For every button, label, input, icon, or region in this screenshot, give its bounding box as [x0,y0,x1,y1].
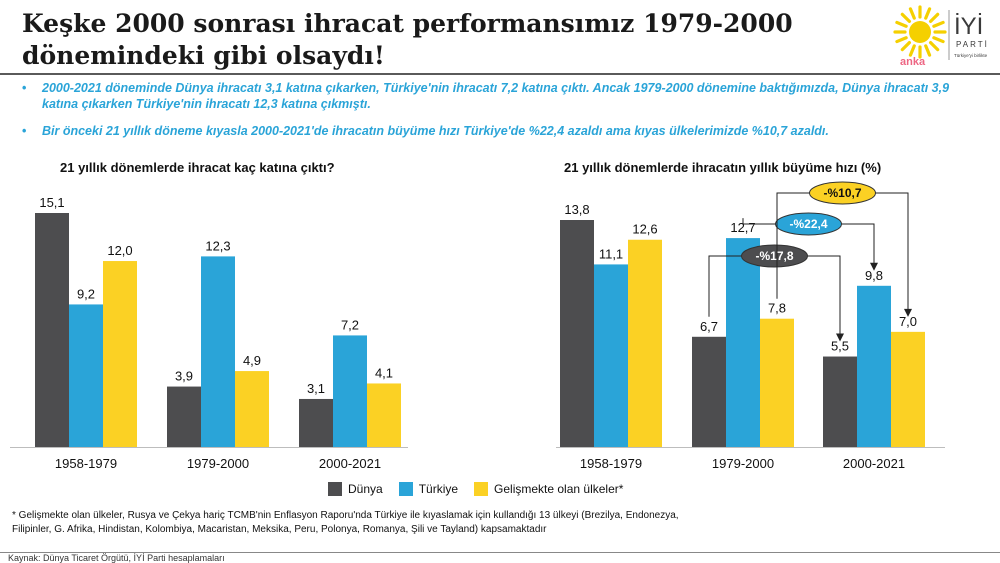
data-label: 3,9 [175,369,193,384]
legend-item-turkey: Türkiye [398,482,459,496]
sun-ray [929,41,940,52]
bar-gelismekte-olan-ulkeler-1958-1979 [628,239,662,447]
data-label: 3,1 [307,381,325,396]
footnote: * Gelişmekte olan ülkeler, Rusya ve Çeky… [12,510,679,535]
bar-gelismekte-olan-ulkeler-1958-1979 [103,261,137,447]
legend-label-emerging: Gelişmekte olan ülkeler* [494,482,624,496]
annotation-badge [809,181,876,205]
data-label: 6,7 [700,319,718,334]
category-label: 1979-2000 [712,456,774,471]
bar-charts: 15,1 9,2 12,0 1958-1979 3,9 12,3 4,9 1979-2000 3… [10,181,945,471]
bar-gelismekte-olan-ulkeler-2000-2021 [367,383,401,447]
bar-dunya-2000-2021 [823,356,857,447]
annotation-badge [775,212,842,236]
data-label: 7,2 [341,317,359,332]
arrowhead-icon [870,262,878,271]
annotation-label: -%22,4 [789,217,827,231]
annotation-label: -%10,7 [823,186,861,200]
logo-party-main: İYİ [954,13,983,40]
sun-ray [929,12,940,23]
data-label: 11,1 [599,246,623,261]
logo-tagline: Türkiye'yi birlikte [954,53,988,58]
legend: Dünya Türkiye Gelişmekte olan ülkeler* [328,482,639,496]
category-label: 1958-1979 [580,456,642,471]
data-label: 12,0 [107,243,132,258]
bar-dunya-1958-1979 [560,220,594,447]
logo-party-sub: PARTİ [956,40,989,49]
legend-swatch-emerging [474,482,489,496]
chart-left-title: 21 yıllık dönemlerde ihracat kaç katına … [60,160,335,175]
legend-item-emerging: Gelişmekte olan ülkeler* [474,482,623,496]
bar-turkiye-1958-1979 [69,304,103,447]
iyi-parti-logo: anka İYİ PARTİ Türkiye'yi birlikte [893,5,989,68]
sun-ray [924,7,932,20]
data-label: 7,8 [768,301,786,316]
summary-bullets: 2000-2021 döneminde Dünya ihracatı 3,1 k… [22,80,982,139]
category-label: 1958-1979 [55,456,117,471]
legend-item-world: Dünya [328,482,383,496]
bar-turkiye-1979-2000 [726,238,760,447]
page-title: Keşke 2000 sonrası ihracat performansımı… [22,9,793,70]
arrowhead-icon [836,333,844,342]
sun-ray [908,44,916,57]
bar-turkiye-2000-2021 [857,285,891,447]
annotation-label: -%17,8 [755,249,793,263]
data-label: 12,6 [632,222,657,237]
legend-label-turkey: Türkiye [418,482,459,496]
annotation-gelismekte-olan-ulkeler: -%10,7 [776,181,912,317]
sun-ray [932,36,945,44]
source-note: Kaynak: Dünya Ticaret Örgütü, İYİ Parti … [8,553,225,563]
logo-watermark: anka [900,56,926,68]
sun-icon [893,5,947,59]
sun-core [909,21,931,43]
bar-dunya-2000-2021 [299,398,333,447]
sun-ray [900,41,911,52]
data-label: 15,1 [39,195,64,210]
data-label: 7,0 [899,314,917,329]
legend-swatch-world [328,482,342,496]
title-divider [0,73,1000,75]
data-label: 4,1 [375,365,393,380]
annotation-turkiye: -%22,4 [742,212,878,271]
bar-turkiye-2000-2021 [333,335,367,447]
category-label: 2000-2021 [319,456,381,471]
bullet-1: 2000-2021 döneminde Dünya ihracatı 3,1 k… [22,80,982,112]
bar-gelismekte-olan-ulkeler-1979-2000 [760,318,794,447]
bar-gelismekte-olan-ulkeler-2000-2021 [891,331,925,447]
chart-right-title: 21 yıllık dönemlerde ihracatın yıllık bü… [564,160,882,175]
arrowhead-icon [904,308,912,317]
data-label: 13,8 [564,202,589,217]
legend-swatch-turkey [398,482,413,496]
bar-dunya-1979-2000 [167,386,201,447]
footer-divider [0,552,1000,553]
bullet-2: Bir önceki 21 yıllık döneme kıyasla 2000… [22,123,982,139]
bar-dunya-1958-1979 [35,213,69,447]
annotation-dunya: -%17,8 [708,244,844,342]
data-label: 12,3 [205,238,230,253]
sun-ray [924,44,932,57]
sun-ray [932,20,945,28]
sun-ray [895,20,908,28]
sun-ray [895,36,908,44]
bar-dunya-1979-2000 [692,336,726,447]
sun-ray [908,7,916,20]
bar-turkiye-1958-1979 [594,264,628,447]
category-label: 2000-2021 [843,456,905,471]
data-label: 9,8 [865,268,883,283]
data-label: 9,2 [77,286,95,301]
category-label: 1979-2000 [187,456,249,471]
sun-ray [900,12,911,23]
bar-gelismekte-olan-ulkeler-1979-2000 [235,371,269,447]
bar-turkiye-1979-2000 [201,256,235,447]
legend-label-world: Dünya [348,482,383,496]
annotation-badge [741,244,808,268]
data-label: 5,5 [831,339,849,354]
data-label: 4,9 [243,353,261,368]
